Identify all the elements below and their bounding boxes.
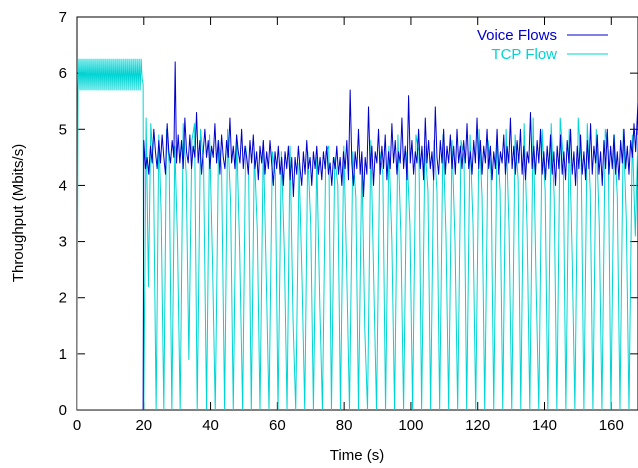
x-tick-label: 80 <box>336 417 353 434</box>
y-tick-label: 7 <box>59 9 67 26</box>
x-tick-label: 160 <box>599 417 624 434</box>
y-tick-label: 4 <box>59 177 67 194</box>
x-axis-title: Time (s) <box>330 447 384 464</box>
x-tick-label: 100 <box>398 417 423 434</box>
y-tick-label: 1 <box>59 346 67 363</box>
legend-label-tcp-flow: TCP Flow <box>491 46 557 63</box>
y-tick-label: 3 <box>59 234 67 251</box>
x-tick-label: 40 <box>202 417 219 434</box>
plot-area-frame <box>76 16 638 411</box>
x-tick-label: 140 <box>532 417 557 434</box>
y-tick-label: 2 <box>59 290 67 307</box>
voice-flows-line <box>77 61 638 410</box>
ticks-layer: 0 20 40 60 80 100 120 140 160 0 1 2 3 4 5 6 7 <box>59 9 638 434</box>
x-tick-label: 20 <box>135 417 152 434</box>
y-tick-label: 6 <box>59 65 67 82</box>
y-tick-label: 5 <box>59 121 67 138</box>
x-tick-label: 0 <box>73 417 81 434</box>
x-tick-label: 120 <box>465 417 490 434</box>
y-tick-label: 0 <box>59 402 67 419</box>
y-axis-title: Throughput (Mbits/s) <box>10 144 27 282</box>
x-tick-label: 60 <box>269 417 286 434</box>
series-layer <box>77 58 638 410</box>
legend-label-voice-flows: Voice Flows <box>477 27 557 44</box>
tcp-flow-line <box>77 58 638 410</box>
legend: Voice Flows TCP Flow <box>477 27 608 63</box>
